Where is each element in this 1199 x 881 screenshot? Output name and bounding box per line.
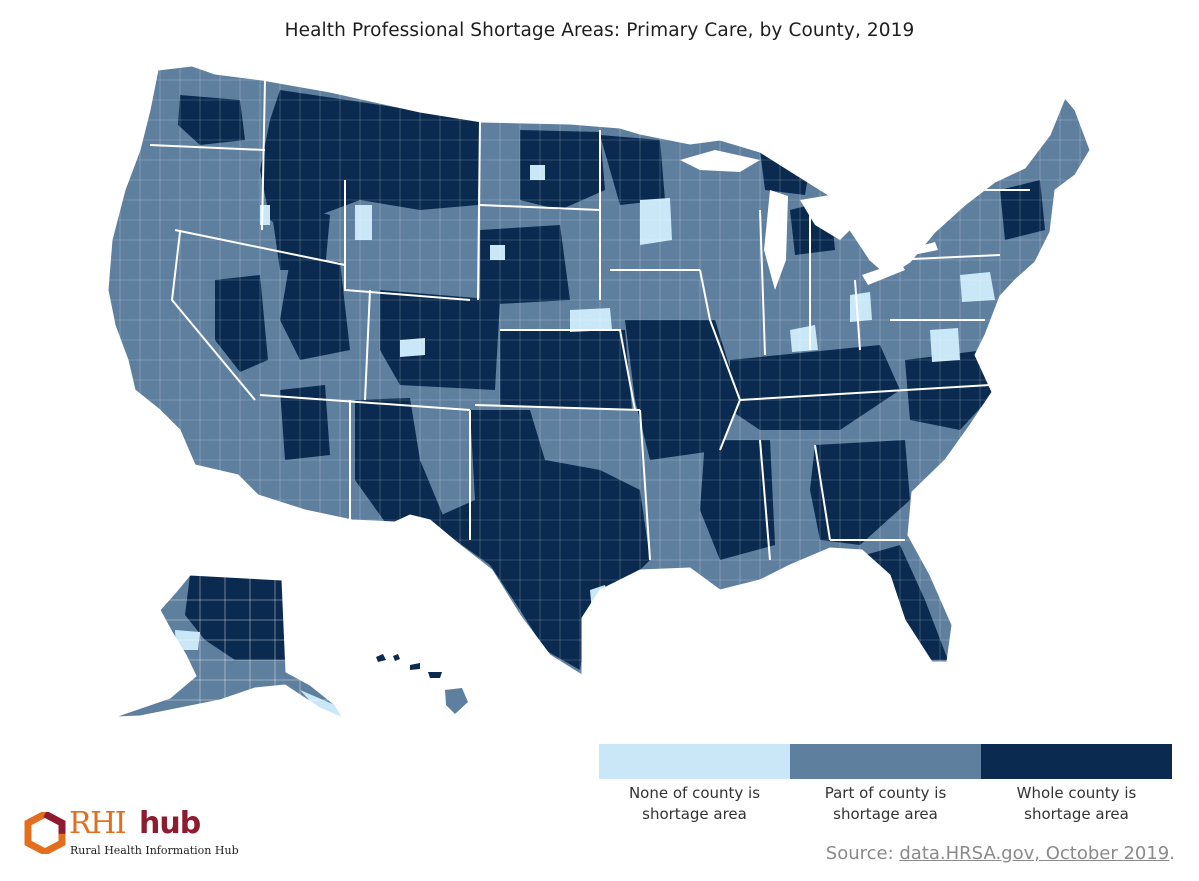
legend-label-whole: Whole county is shortage area [1016,784,1137,823]
legend-swatch-part [790,744,981,779]
logo-hub-text: hub [139,806,201,841]
logo-rhi-text: RHI [69,806,127,841]
legend-swatch-none [599,744,790,779]
source-note: Source: data.HRSA.gov, October 2019. [825,843,1175,864]
legend-swatches [599,744,1172,779]
legend-label-part: Part of county is shortage area [824,784,947,823]
great-lakes [680,150,938,290]
legend-swatch-whole [981,744,1172,779]
logo-tagline: Rural Health Information Hub [70,844,239,857]
legend-label-none: None of county is shortage area [628,784,761,823]
map-legend: None of county is shortage area Part of … [599,744,1172,825]
map-title: Health Professional Shortage Areas: Prim… [284,20,915,41]
rhihub-logo-icon [24,812,66,854]
source-link[interactable]: data.HRSA.gov, October 2019 [899,843,1170,864]
hawaii [376,654,468,714]
